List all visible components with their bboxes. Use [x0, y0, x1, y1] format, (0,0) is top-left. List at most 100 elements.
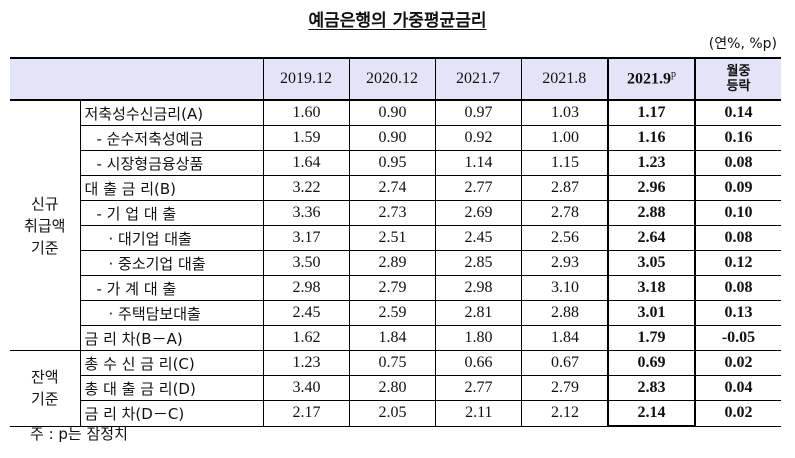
cell: 3.40: [262, 375, 350, 401]
cell: 2.81: [434, 300, 522, 326]
cell: 3.01: [607, 300, 696, 326]
row-label: 금 리 차(D－C): [79, 400, 264, 427]
table-row: 신규 취급액 기준 저축성수신금리(A) 1.60 0.90 0.97 1.03 1…: [10, 99, 781, 351]
table-row: 총 대 출 금 리(D) 3.40 2.80 2.77 2.79 2.83 0.…: [10, 375, 781, 401]
cell: 2.59: [348, 300, 436, 326]
cell: 2.64: [607, 225, 696, 251]
group-balance-basis: 잔액 기준: [10, 350, 81, 427]
cell: 1.23: [607, 150, 696, 176]
col-header-2021-8: 2021.8: [520, 57, 609, 101]
cell: 2.89: [348, 250, 436, 276]
table-row: - 시장형금융상품 1.64 0.95 1.14 1.15 1.23 0.08: [10, 150, 781, 176]
cell: 1.60: [262, 99, 350, 126]
cell: 0.90: [348, 125, 436, 151]
cell: 2.79: [348, 275, 436, 301]
cell: 2.83: [607, 375, 696, 401]
cell: 2.77: [434, 375, 522, 401]
cell: 0.08: [694, 275, 781, 301]
table-row: 금 리 차(D－C) 2.17 2.05 2.11 2.12 2.14 0.02: [10, 400, 781, 427]
row-label: · 대기업 대출: [79, 225, 264, 251]
cell: 2.88: [520, 300, 609, 326]
cell: 0.75: [348, 350, 436, 376]
cell: 0.13: [694, 300, 781, 326]
cell: 2.96: [607, 175, 696, 201]
cell: 3.50: [262, 250, 350, 276]
table-row: - 가 계 대 출 2.98 2.79 2.98 3.10 3.18 0.08: [10, 275, 781, 301]
cell: 2.11: [434, 400, 522, 427]
interest-rate-table: 2019.12 2020.12 2021.7 2021.8 2021.9p 월중…: [10, 57, 781, 427]
row-label: 총 대 출 금 리(D): [79, 375, 264, 401]
cell: 2.45: [434, 225, 522, 251]
cell: 2.74: [348, 175, 436, 201]
table-row: 대 출 금 리(B) 3.22 2.74 2.77 2.87 2.96 0.09: [10, 175, 781, 201]
table-row: · 중소기업 대출 3.50 2.89 2.85 2.93 3.05 0.12: [10, 250, 781, 276]
row-label: · 중소기업 대출: [79, 250, 264, 276]
row-label: 총 수 신 금 리(C): [79, 350, 264, 376]
table-row: 금 리 차(B－A) 1.62 1.84 1.80 1.84 1.79 -0.0…: [10, 325, 781, 351]
cell: 1.62: [262, 325, 350, 351]
cell: 1.00: [520, 125, 609, 151]
col-header-2021-9: 2021.9p: [607, 57, 696, 101]
cell: 0.14: [694, 99, 781, 126]
group-new-basis: 신규 취급액 기준: [10, 99, 81, 351]
cell: 1.80: [434, 325, 522, 351]
cell: 1.64: [262, 150, 350, 176]
cell: 2.88: [607, 200, 696, 226]
cell: 0.02: [694, 350, 781, 376]
row-label: · 주택담보대출: [79, 300, 264, 326]
cell: 0.95: [348, 150, 436, 176]
col-header-2020-12: 2020.12: [348, 57, 436, 101]
cell: 1.17: [607, 99, 696, 126]
cell: 3.36: [262, 200, 350, 226]
cell: 0.08: [694, 225, 781, 251]
table-row: - 순수저축성예금 1.59 0.90 0.92 1.00 1.16 0.16: [10, 125, 781, 151]
cell: 0.04: [694, 375, 781, 401]
cell: 1.59: [262, 125, 350, 151]
cell: 2.05: [348, 400, 436, 427]
footnote: 주 : p는 잠정치: [30, 425, 128, 443]
cell: 3.18: [607, 275, 696, 301]
cell: 3.17: [262, 225, 350, 251]
row-label: 대 출 금 리(B): [79, 175, 264, 201]
row-label: 금 리 차(B－A): [79, 325, 264, 351]
cell: 2.17: [262, 400, 350, 427]
header-row: 2019.12 2020.12 2021.7 2021.8 2021.9p 월중…: [10, 57, 781, 101]
col-header-monthly-change: 월중 등락: [694, 57, 781, 101]
cell: 0.69: [607, 350, 696, 376]
cell: 0.92: [434, 125, 522, 151]
table-row: 잔액 기준 총 수 신 금 리(C) 1.23 0.75 0.66 0.67 0.…: [10, 350, 781, 427]
cell: 2.56: [520, 225, 609, 251]
cell: 2.80: [348, 375, 436, 401]
cell: 2.12: [520, 400, 609, 427]
cell: 1.16: [607, 125, 696, 151]
cell: 2.87: [520, 175, 609, 201]
cell: 3.10: [520, 275, 609, 301]
row-label: - 순수저축성예금: [79, 125, 264, 151]
cell: 2.14: [607, 400, 696, 427]
row-label: 저축성수신금리(A): [79, 99, 264, 126]
header-blank: [10, 57, 264, 101]
cell: 3.22: [262, 175, 350, 201]
cell: 0.10: [694, 200, 781, 226]
table-row: · 대기업 대출 3.17 2.51 2.45 2.56 2.64 0.08: [10, 225, 781, 251]
cell: 2.73: [348, 200, 436, 226]
cell: 1.23: [262, 350, 350, 376]
cell: 0.90: [348, 99, 436, 126]
cell: 2.85: [434, 250, 522, 276]
cell: 0.09: [694, 175, 781, 201]
cell: 1.15: [520, 150, 609, 176]
cell: 0.66: [434, 350, 522, 376]
unit-label: (연%, %p): [708, 36, 777, 52]
cell: 0.08: [694, 150, 781, 176]
cell: 0.67: [520, 350, 609, 376]
cell: -0.05: [694, 325, 781, 351]
cell: 2.69: [434, 200, 522, 226]
col-header-2019-12: 2019.12: [262, 57, 350, 101]
table-row: · 주택담보대출 2.45 2.59 2.81 2.88 3.01 0.13: [10, 300, 781, 326]
cell: 0.97: [434, 99, 522, 126]
cell: 2.93: [520, 250, 609, 276]
cell: 2.98: [434, 275, 522, 301]
cell: 1.84: [520, 325, 609, 351]
cell: 0.12: [694, 250, 781, 276]
cell: 1.03: [520, 99, 609, 126]
